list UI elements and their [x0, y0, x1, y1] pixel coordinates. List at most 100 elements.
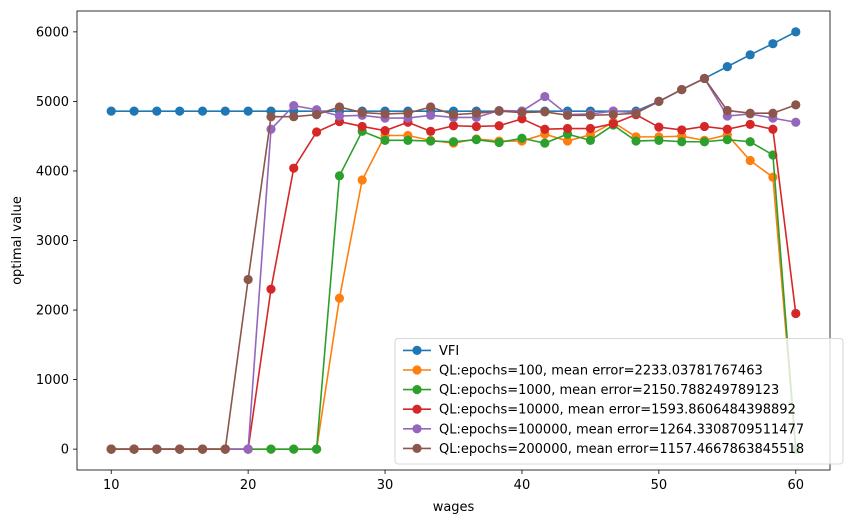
data-point — [129, 444, 139, 454]
data-point — [585, 110, 596, 120]
legend-swatch-marker — [412, 385, 422, 395]
data-point — [266, 112, 276, 122]
data-point — [334, 111, 345, 121]
y-axis-label: optimal value — [10, 196, 25, 285]
data-point — [334, 293, 345, 303]
data-point — [311, 444, 322, 454]
series-5 — [106, 73, 801, 454]
data-point — [540, 124, 550, 134]
legend-label: QL:epochs=100, mean error=2233.037817674… — [439, 364, 763, 379]
data-point — [311, 110, 322, 120]
data-point — [562, 136, 573, 146]
data-point — [517, 133, 527, 143]
series-line — [111, 31, 797, 112]
data-point — [745, 155, 755, 166]
data-point — [631, 108, 641, 118]
data-point — [426, 126, 436, 136]
data-point — [448, 110, 459, 120]
data-point — [722, 62, 732, 72]
data-point — [129, 106, 139, 116]
legend: VFI QL:epochs=100, mean error=2233.037817… — [394, 337, 844, 465]
y-tick-label: 5000 — [36, 95, 69, 110]
data-point — [243, 274, 253, 285]
axes-layer: 10 20 30 40 50 60 0 1000 2000 3000 4000 5000 6000 — [36, 10, 831, 493]
y-tick-label: 0 — [61, 443, 69, 458]
data-point — [540, 138, 550, 148]
legend-label: QL:epochs=1000, mean error=2150.78824978… — [439, 383, 779, 398]
x-axis-label: wages — [433, 500, 475, 515]
data-point — [494, 121, 504, 131]
data-point — [791, 100, 801, 110]
data-point — [562, 110, 573, 120]
data-point — [289, 112, 299, 122]
data-point — [266, 284, 276, 294]
data-point — [745, 119, 755, 129]
data-point — [106, 106, 116, 116]
y-tick-label: 2000 — [36, 304, 69, 319]
legend-label: QL:epochs=200000, mean error=1157.466786… — [439, 442, 804, 457]
data-point — [608, 110, 618, 120]
data-point — [311, 127, 322, 137]
data-point — [540, 107, 550, 117]
data-point — [745, 137, 755, 147]
data-point — [289, 444, 299, 454]
data-point — [243, 106, 253, 116]
y-tick-label: 4000 — [36, 164, 69, 179]
data-point — [585, 135, 596, 145]
data-point — [175, 444, 185, 454]
data-point — [106, 444, 116, 454]
data-point — [471, 108, 481, 118]
data-point — [289, 100, 299, 111]
legend-label: QL:epochs=100000, mean error=1264.330870… — [439, 422, 804, 437]
data-point — [768, 39, 778, 49]
data-point — [722, 105, 732, 116]
data-point — [791, 27, 801, 37]
data-point — [220, 444, 230, 454]
data-point — [357, 175, 367, 185]
data-point — [357, 121, 367, 132]
data-point — [426, 136, 436, 146]
data-point — [494, 137, 504, 148]
legend-swatch-marker — [412, 424, 422, 434]
data-point — [699, 73, 710, 84]
data-point — [608, 119, 618, 129]
data-point — [745, 50, 755, 60]
data-point — [562, 123, 573, 134]
legend-label: VFI — [439, 344, 459, 359]
data-point — [677, 137, 687, 147]
data-point — [289, 163, 299, 173]
data-point — [152, 106, 162, 116]
data-point — [471, 121, 481, 132]
data-point — [175, 106, 185, 116]
legend-swatch-marker — [412, 443, 422, 453]
data-point — [654, 122, 664, 132]
data-point — [471, 135, 481, 145]
data-point — [334, 171, 345, 181]
x-tick-label: 10 — [103, 478, 120, 493]
data-point — [631, 136, 641, 146]
data-point — [677, 125, 687, 135]
x-tick-label: 40 — [514, 478, 531, 493]
data-point — [243, 444, 253, 454]
data-point — [699, 137, 710, 147]
x-tick-label: 50 — [651, 478, 668, 493]
data-point — [220, 106, 230, 116]
data-point — [791, 117, 801, 127]
data-point — [266, 124, 276, 134]
data-point — [768, 124, 778, 134]
data-point — [380, 109, 390, 119]
data-point — [197, 444, 208, 454]
series-layer — [106, 27, 801, 454]
data-point — [448, 137, 459, 147]
data-point — [357, 107, 367, 118]
data-point — [403, 135, 413, 145]
data-point — [494, 106, 504, 116]
data-point — [654, 96, 664, 107]
legend-swatch-marker — [412, 345, 422, 355]
data-point — [426, 102, 436, 112]
data-point — [677, 84, 687, 95]
data-point — [152, 444, 162, 454]
data-point — [768, 172, 778, 182]
data-point — [722, 135, 732, 145]
